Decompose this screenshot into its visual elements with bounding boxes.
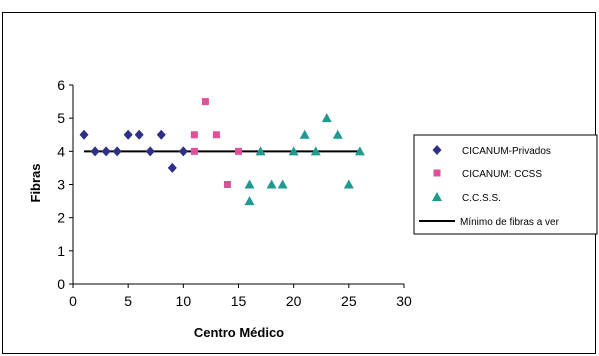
data-point: [244, 196, 255, 206]
x-tick-label: 20: [286, 293, 302, 309]
data-point: [343, 179, 354, 189]
data-point: [332, 129, 343, 139]
y-axis-title: Fibras: [28, 163, 43, 202]
x-tick-label: 0: [69, 293, 77, 309]
legend-marker: [432, 145, 442, 155]
legend-label: CICANUM: CCSS: [462, 169, 542, 180]
y-tick-label: 0: [57, 276, 65, 292]
data-marks: [79, 98, 365, 206]
data-point: [201, 98, 209, 106]
data-point: [167, 162, 177, 173]
axes: [69, 84, 405, 288]
x-axis-title: Centro Médico: [194, 325, 284, 340]
data-point: [288, 146, 299, 156]
x-tick-label: 15: [231, 293, 247, 309]
y-tick-label: 5: [57, 110, 65, 126]
x-tick-label: 30: [396, 293, 412, 309]
data-point: [299, 129, 310, 139]
data-point: [112, 146, 122, 157]
data-point: [190, 147, 198, 155]
legend-label: CICANUM-Privados: [462, 146, 551, 157]
y-tick-label: 4: [57, 143, 65, 159]
data-point: [156, 129, 166, 140]
y-tick-label: 2: [57, 210, 65, 226]
legend: CICANUM-Privados CICANUM: CCSS C.C.S.S. Mín…: [413, 134, 598, 235]
data-point: [354, 146, 365, 156]
data-point: [90, 146, 100, 157]
data-point: [235, 147, 242, 155]
y-tick-label: 6: [57, 77, 65, 93]
y-tick-label: 3: [57, 177, 65, 193]
data-point: [145, 146, 155, 157]
data-point: [178, 146, 188, 157]
legend-label: Mínimo de fibras a ver: [460, 217, 560, 228]
x-tick-label: 5: [124, 293, 132, 309]
data-point: [321, 113, 332, 123]
legend-marker: [433, 169, 441, 177]
data-point: [79, 129, 89, 140]
data-point: [101, 146, 111, 157]
data-point: [277, 179, 288, 189]
tick-labels: 0 1 2 3 4 5 6 0 5 10 15 20 25 30: [57, 77, 412, 309]
data-point: [212, 131, 220, 139]
legend-marker: [432, 192, 442, 201]
data-point: [190, 131, 198, 139]
data-point: [223, 181, 231, 188]
x-tick-label: 10: [176, 293, 192, 309]
y-tick-label: 1: [57, 243, 65, 259]
x-tick-label: 25: [341, 293, 357, 309]
data-point: [123, 129, 133, 140]
legend-box: [413, 134, 598, 235]
data-point: [134, 129, 144, 140]
data-point: [244, 179, 255, 189]
data-point: [310, 146, 321, 156]
data-point: [255, 146, 266, 156]
legend-label: C.C.S.S.: [462, 193, 501, 204]
data-point: [266, 179, 277, 189]
